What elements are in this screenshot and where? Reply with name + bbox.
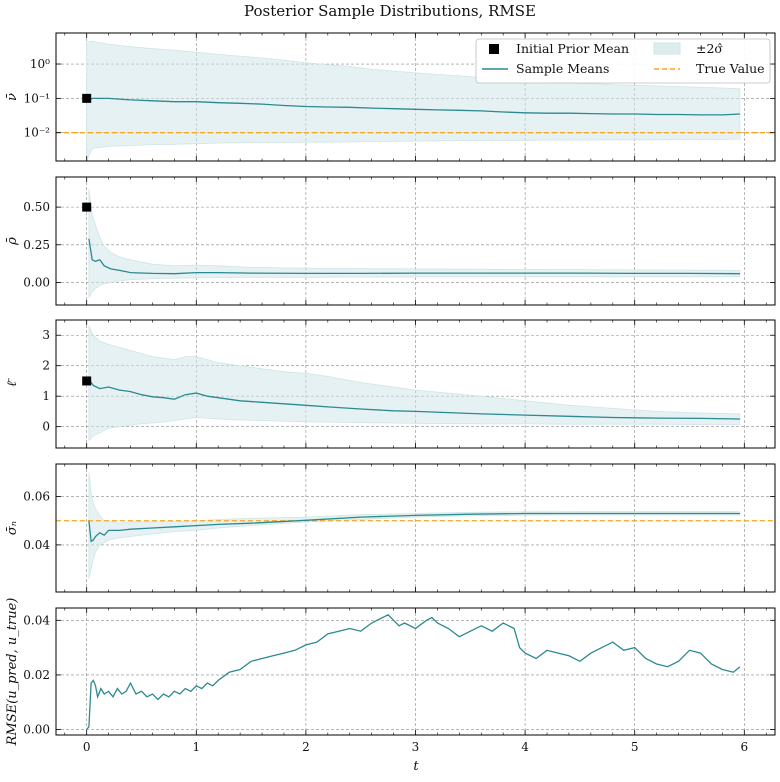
- y-tick-label: 0.04: [23, 613, 50, 627]
- y-tick-label: 0.25: [23, 238, 50, 252]
- y-axis-label-ell: ℓ̄: [5, 377, 20, 386]
- x-tick-label: 3: [412, 740, 420, 754]
- panel-ell: 0 1 2 3 ℓ̄: [5, 319, 776, 449]
- legend-label-mean: Sample Means: [516, 61, 609, 76]
- y-axis-label-sigma_n: σ̄ₙ: [5, 521, 20, 535]
- panels: 10⁻² 10⁻¹ 10⁰ ν̄ Initial Prior Mean Sample Me…: [5, 32, 776, 754]
- y-tick-label: 0.06: [23, 490, 50, 504]
- x-tick-label: 1: [192, 740, 200, 754]
- y-tick-label: 0.00: [23, 723, 50, 737]
- prior-mean-marker-ell: [82, 376, 92, 386]
- legend: Initial Prior Mean Sample Means ±2σ̂ True V…: [475, 38, 771, 84]
- panel-sigma_n: 0.04 0.06 σ̄ₙ: [5, 463, 776, 593]
- y-tick-label: 0: [42, 420, 50, 434]
- y-tick-label: 0.02: [23, 668, 50, 682]
- band-2sigma-ell: [88, 325, 741, 442]
- panel-rho: 0.00 0.25 0.50 ρ̄: [5, 176, 776, 306]
- mean-line-sigma_n: [88, 512, 740, 543]
- mean-line-ell: [88, 379, 740, 420]
- legend-label-prior: Initial Prior Mean: [516, 41, 629, 56]
- x-tick-label: 0: [83, 740, 91, 754]
- y-tick-label: 3: [42, 328, 50, 342]
- panel-nu: 10⁻² 10⁻¹ 10⁰ ν̄ Initial Prior Mean Sample Me…: [5, 32, 776, 162]
- x-tick-label: 6: [740, 740, 748, 754]
- prior-mean-marker-rho: [82, 202, 92, 212]
- legend-prior-marker: [489, 44, 499, 54]
- legend-label-true: True Value: [696, 61, 765, 76]
- x-tick-label: 4: [521, 740, 529, 754]
- y-tick-label: 1: [42, 389, 50, 403]
- band-2sigma-nu: [86, 40, 741, 162]
- band-2sigma-sigma_n: [88, 472, 741, 579]
- mean-line-nu: [86, 97, 740, 116]
- y-tick-label: 2: [42, 359, 50, 373]
- prior-mean-marker-nu: [82, 93, 92, 103]
- y-tick-label: 0.00: [23, 275, 50, 289]
- x-tick-label: 2: [302, 740, 310, 754]
- legend-band-swatch: [653, 42, 681, 55]
- y-tick-label: 0.50: [23, 200, 50, 214]
- figure-title: Posterior Sample Distributions, RMSE: [244, 2, 536, 20]
- y-tick-label: 10⁰: [30, 57, 50, 71]
- rmse-line-rmse: [86, 614, 741, 730]
- y-tick-label: 0.04: [23, 538, 50, 552]
- legend-label-band: ±2σ̂: [696, 41, 723, 56]
- x-axis-label: t: [413, 759, 419, 774]
- x-tick-label: 5: [631, 740, 639, 754]
- y-axis-label-rho: ρ̄: [5, 237, 20, 246]
- y-axis-label-nu: ν̄: [5, 93, 20, 101]
- y-tick-label: 10⁻¹: [24, 91, 50, 105]
- mean-line-rho: [88, 238, 740, 275]
- y-axis-label-rmse: RMSE(u_pred, u_true): [5, 598, 20, 747]
- legend-box: [475, 38, 771, 84]
- band-2sigma-rho: [88, 188, 741, 298]
- y-tick-label: 10⁻²: [24, 126, 51, 140]
